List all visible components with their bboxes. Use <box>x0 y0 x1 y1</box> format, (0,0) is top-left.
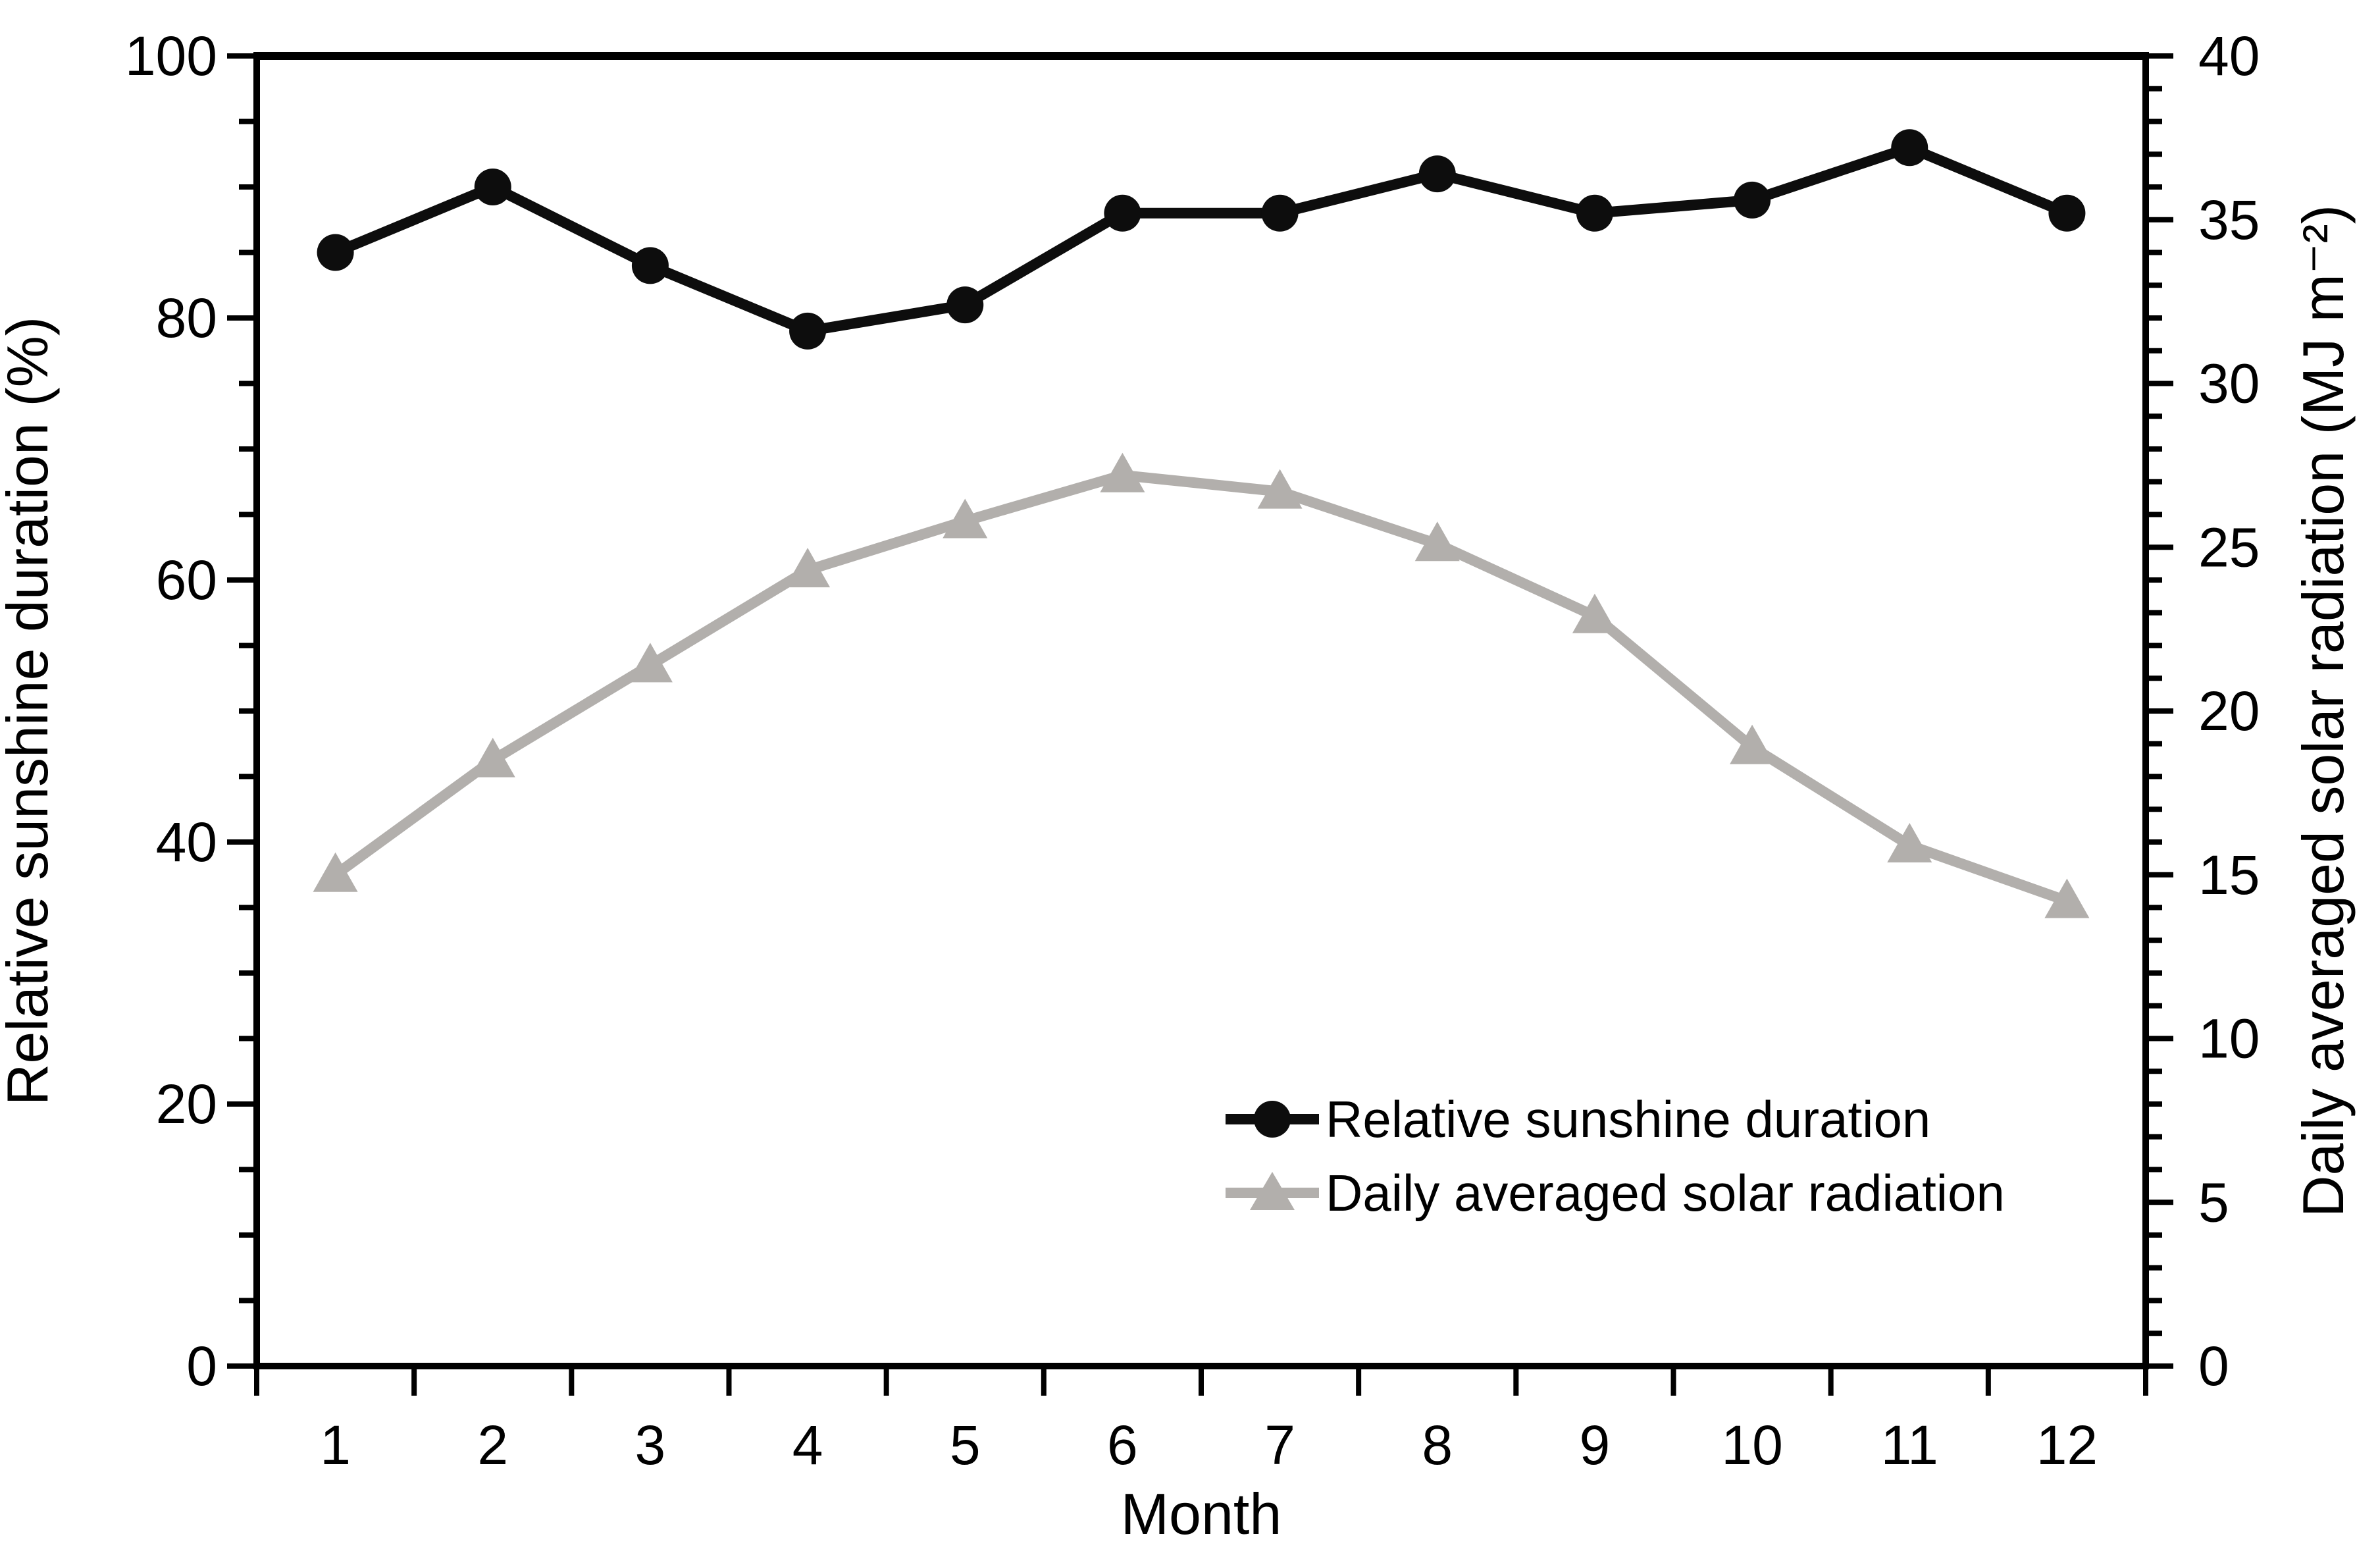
data-point-triangle <box>943 498 988 539</box>
data-point-triangle <box>1730 724 1775 764</box>
data-point-triangle <box>470 737 515 778</box>
left-axis-tick-label: 0 <box>186 1335 217 1397</box>
legend-entry-sunshine: Relative sunshine duration <box>1226 1090 1930 1148</box>
right-axis-tick-label: 15 <box>2198 844 2260 906</box>
data-point-circle <box>474 169 511 205</box>
right-axis-tick-label: 0 <box>2198 1335 2229 1397</box>
x-axis-tick-label: 8 <box>1422 1414 1453 1476</box>
data-point-circle <box>317 234 354 271</box>
legend: Relative sunshine duration Daily average… <box>1226 1090 2005 1222</box>
data-point-triangle <box>1257 469 1303 509</box>
x-axis-tick-label: 11 <box>1881 1414 1938 1476</box>
data-point-circle <box>1418 155 1456 193</box>
data-point-triangle <box>1887 822 1932 862</box>
right-axis-tick-label: 20 <box>2198 680 2260 742</box>
right-axis-tick-label: 5 <box>2198 1171 2229 1233</box>
right-axis-tick-label: 40 <box>2198 25 2260 87</box>
x-axis-tick-label: 7 <box>1264 1414 1295 1476</box>
data-point-circle <box>1891 129 1928 167</box>
data-point-circle <box>631 247 669 284</box>
left-axis-tick-label: 40 <box>156 811 217 873</box>
right-axis-tick-label: 25 <box>2198 516 2260 578</box>
data-point-circle <box>789 312 827 350</box>
legend-marker-circle <box>1254 1101 1291 1138</box>
x-axis-tick-label: 2 <box>477 1414 508 1476</box>
x-axis-tick-label: 10 <box>1721 1414 1782 1476</box>
data-point-triangle <box>2044 878 2090 918</box>
data-point-circle <box>1261 194 1299 232</box>
data-point-triangle <box>1414 521 1460 562</box>
data-point-circle <box>1734 181 1771 219</box>
x-axis-tick-label: 12 <box>2036 1414 2098 1476</box>
legend-marker-triangle <box>1250 1172 1295 1210</box>
data-point-circle <box>1576 194 1613 232</box>
legend-entry-radiation: Daily averaged solar radiation <box>1226 1164 2005 1222</box>
legend-label-sunshine: Relative sunshine duration <box>1326 1090 1930 1148</box>
left-axis-tick-label: 60 <box>156 549 217 611</box>
x-axis-tick-label: 1 <box>320 1414 351 1476</box>
data-point-triangle <box>313 852 358 892</box>
series-layer <box>313 129 2090 918</box>
left-axis-tick-label: 80 <box>156 287 217 349</box>
legend-label-radiation: Daily averaged solar radiation <box>1326 1164 2005 1222</box>
right-axis-tick-label: 35 <box>2198 189 2260 251</box>
data-point-triangle <box>785 548 831 588</box>
right-axis-tick-label: 30 <box>2198 353 2260 415</box>
left-axis-title: Relative sunshine duration (%) <box>0 317 60 1105</box>
x-axis-title: Month <box>1121 1481 1282 1546</box>
data-point-triangle <box>1572 593 1617 633</box>
right-axis-title: Daily averaged solar radiation (MJ m⁻²) <box>2290 205 2356 1217</box>
right-axis-tick-label: 10 <box>2198 1008 2260 1070</box>
x-axis-tick-label: 9 <box>1580 1414 1611 1476</box>
x-axis-tick-label: 4 <box>792 1414 823 1476</box>
data-point-triangle <box>1100 452 1145 492</box>
x-axis-tick-label: 6 <box>1107 1414 1138 1476</box>
x-axis-tick-label: 3 <box>635 1414 666 1476</box>
left-axis-tick-label: 100 <box>125 25 217 87</box>
x-axis-tick-label: 5 <box>950 1414 981 1476</box>
data-point-circle <box>1104 194 1141 232</box>
series-line-radiation <box>330 469 2073 907</box>
data-point-triangle <box>627 643 673 683</box>
left-axis-tick-label: 20 <box>156 1073 217 1135</box>
data-point-circle <box>2048 194 2086 232</box>
data-point-circle <box>946 286 984 324</box>
series-line-sunshine <box>330 142 2073 336</box>
